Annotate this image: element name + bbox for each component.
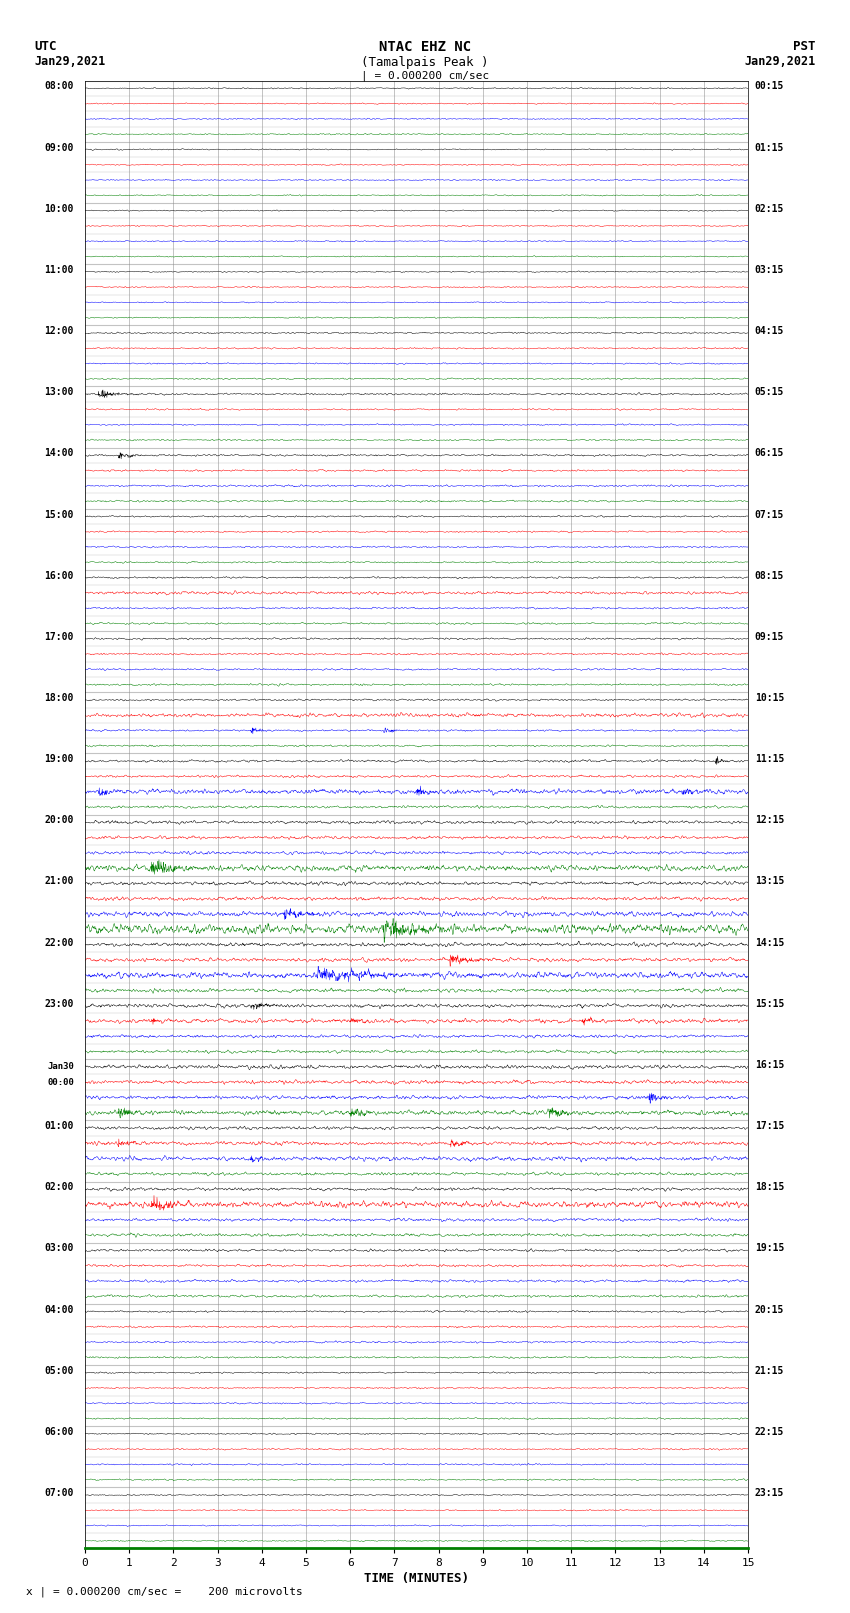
Text: 03:15: 03:15 [755, 265, 784, 274]
Text: 18:15: 18:15 [755, 1182, 784, 1192]
Text: 23:00: 23:00 [44, 998, 74, 1008]
Text: Jan29,2021: Jan29,2021 [34, 55, 105, 68]
Text: 23:15: 23:15 [755, 1489, 784, 1498]
Text: (Tamalpais Peak ): (Tamalpais Peak ) [361, 56, 489, 69]
Text: 08:00: 08:00 [44, 81, 74, 92]
Text: 07:00: 07:00 [44, 1489, 74, 1498]
Text: 22:15: 22:15 [755, 1428, 784, 1437]
Text: 19:00: 19:00 [44, 755, 74, 765]
Text: 12:15: 12:15 [755, 815, 784, 826]
Text: 16:00: 16:00 [44, 571, 74, 581]
Text: 17:15: 17:15 [755, 1121, 784, 1131]
Text: 00:00: 00:00 [47, 1077, 74, 1087]
Text: 20:00: 20:00 [44, 815, 74, 826]
Text: NTAC EHZ NC: NTAC EHZ NC [379, 40, 471, 55]
Text: 15:00: 15:00 [44, 510, 74, 519]
Text: 11:15: 11:15 [755, 755, 784, 765]
Text: Jan29,2021: Jan29,2021 [745, 55, 816, 68]
Text: 03:00: 03:00 [44, 1244, 74, 1253]
Text: 13:00: 13:00 [44, 387, 74, 397]
Text: 06:00: 06:00 [44, 1428, 74, 1437]
Text: 11:00: 11:00 [44, 265, 74, 274]
Text: | = 0.000200 cm/sec: | = 0.000200 cm/sec [361, 71, 489, 82]
Text: 05:00: 05:00 [44, 1366, 74, 1376]
Text: 10:00: 10:00 [44, 203, 74, 215]
Text: 08:15: 08:15 [755, 571, 784, 581]
Text: 02:15: 02:15 [755, 203, 784, 215]
Text: 14:15: 14:15 [755, 937, 784, 948]
Text: 20:15: 20:15 [755, 1305, 784, 1315]
Text: 02:00: 02:00 [44, 1182, 74, 1192]
Text: 14:00: 14:00 [44, 448, 74, 458]
Text: 22:00: 22:00 [44, 937, 74, 948]
Text: 15:15: 15:15 [755, 998, 784, 1008]
Text: 01:15: 01:15 [755, 142, 784, 153]
Text: 10:15: 10:15 [755, 694, 784, 703]
Text: 01:00: 01:00 [44, 1121, 74, 1131]
Text: 04:00: 04:00 [44, 1305, 74, 1315]
Text: 09:00: 09:00 [44, 142, 74, 153]
Text: 19:15: 19:15 [755, 1244, 784, 1253]
Text: 21:15: 21:15 [755, 1366, 784, 1376]
Text: 21:00: 21:00 [44, 876, 74, 887]
Text: 18:00: 18:00 [44, 694, 74, 703]
Text: Jan30: Jan30 [47, 1063, 74, 1071]
Text: UTC: UTC [34, 40, 56, 53]
X-axis label: TIME (MINUTES): TIME (MINUTES) [364, 1573, 469, 1586]
Text: 16:15: 16:15 [755, 1060, 784, 1069]
Text: 05:15: 05:15 [755, 387, 784, 397]
Text: x | = 0.000200 cm/sec =    200 microvolts: x | = 0.000200 cm/sec = 200 microvolts [26, 1586, 303, 1597]
Text: 17:00: 17:00 [44, 632, 74, 642]
Text: 00:15: 00:15 [755, 81, 784, 92]
Text: 04:15: 04:15 [755, 326, 784, 336]
Text: 07:15: 07:15 [755, 510, 784, 519]
Text: 06:15: 06:15 [755, 448, 784, 458]
Text: 13:15: 13:15 [755, 876, 784, 887]
Text: 09:15: 09:15 [755, 632, 784, 642]
Text: 12:00: 12:00 [44, 326, 74, 336]
Text: PST: PST [794, 40, 816, 53]
